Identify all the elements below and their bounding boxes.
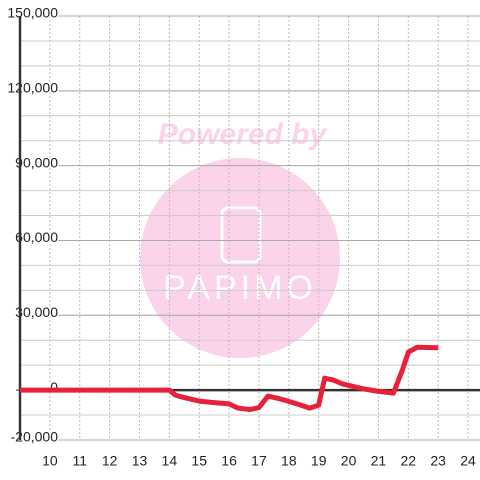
y-tick-label: 120,000 <box>7 80 58 96</box>
watermark-logo: PAPIMO <box>163 269 317 307</box>
x-tick-label: 19 <box>311 453 327 469</box>
y-tick-label: 90,000 <box>15 154 58 170</box>
x-tick-label: 17 <box>251 453 267 469</box>
watermark-text: Powered by <box>158 118 328 151</box>
x-tick-label: 21 <box>371 453 387 469</box>
watermark-icon <box>220 206 262 264</box>
y-tick-label: 150,000 <box>7 5 58 21</box>
y-tick-label: 0 <box>50 379 58 395</box>
watermark-circle <box>140 158 340 358</box>
x-tick-label: 24 <box>460 453 476 469</box>
x-tick-label: 23 <box>430 453 446 469</box>
x-tick-label: 15 <box>191 453 207 469</box>
y-tick-label: -20,000 <box>11 429 59 445</box>
data-line <box>20 344 439 413</box>
x-tick-label: 20 <box>341 453 357 469</box>
x-tick-label: 14 <box>162 453 178 469</box>
x-tick-label: 18 <box>281 453 297 469</box>
y-tick-label: 60,000 <box>15 229 58 245</box>
x-tick-label: 16 <box>221 453 237 469</box>
x-tick-label: 12 <box>102 453 118 469</box>
x-tick-label: 13 <box>132 453 148 469</box>
y-tick-label: 30,000 <box>15 304 58 320</box>
x-tick-label: 22 <box>401 453 417 469</box>
x-tick-label: 11 <box>72 453 87 469</box>
x-tick-label: 10 <box>42 453 58 469</box>
